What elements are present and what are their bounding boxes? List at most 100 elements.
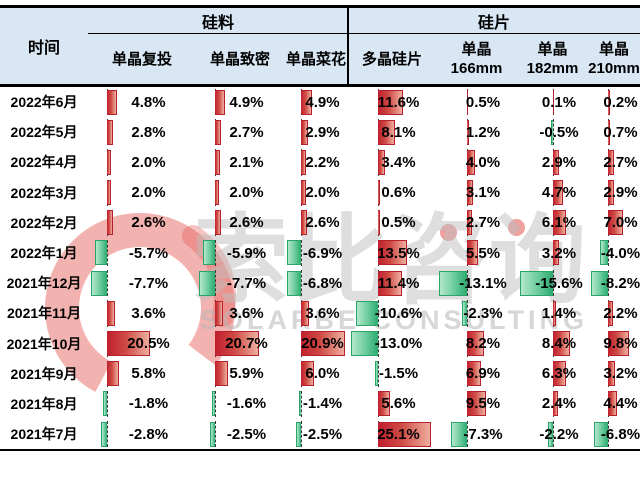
data-cell: 6.3%	[517, 359, 588, 389]
data-cell: 5.5%	[436, 238, 517, 268]
data-cell: -4.0%	[588, 238, 640, 268]
data-cell: 0.5%	[348, 208, 436, 238]
positive-bar	[215, 361, 228, 387]
cell-value: 8.1%	[381, 123, 416, 141]
cell-value: 5.8%	[131, 365, 166, 383]
cell-value: 0.5%	[465, 93, 501, 111]
positive-bar	[107, 149, 112, 175]
cell-value: 2.9%	[305, 123, 340, 141]
data-cell: 2.2%	[588, 298, 640, 328]
positive-bar	[466, 240, 479, 266]
data-cell: 4.0%	[436, 147, 517, 177]
positive-bar	[608, 180, 615, 206]
data-cell: -6.9%	[284, 238, 348, 268]
negative-bar	[591, 270, 609, 296]
cell-value: 2.8%	[131, 123, 166, 141]
positive-bar	[466, 391, 487, 417]
table-row: 2021年11月 3.6% 3.6% 3.6% -10.6% -2.3% 1.4% 2.2%	[0, 298, 640, 328]
positive-bar	[552, 331, 571, 356]
row-date-label: 2021年8月	[10, 395, 78, 412]
data-cell: 2.9%	[284, 117, 348, 147]
data-cell: 5.9%	[196, 359, 284, 389]
zero-axis-line	[215, 270, 217, 297]
cell-value: 2.7%	[465, 214, 501, 232]
data-cell: -13.1%	[436, 268, 517, 298]
data-cell: 2.6%	[284, 208, 348, 238]
positive-bar	[608, 89, 610, 115]
data-cell: -8.2%	[588, 268, 640, 298]
positive-bar	[215, 331, 259, 356]
zero-axis-line	[301, 421, 303, 448]
data-cell: 0.7%	[588, 117, 640, 147]
data-cell: 8.1%	[348, 117, 436, 147]
cell-value: -2.5%	[226, 425, 267, 443]
table-top-border	[0, 5, 640, 8]
zero-axis-line	[378, 300, 380, 327]
positive-bar	[552, 300, 556, 326]
cell-value: 2.6%	[131, 214, 166, 232]
negative-bar	[287, 270, 302, 296]
section-divider	[347, 8, 349, 84]
positive-bar	[552, 240, 560, 266]
cell-value: 5.9%	[229, 365, 264, 383]
data-cell: -5.7%	[88, 238, 196, 268]
data-cell: 5.6%	[348, 389, 436, 419]
column-header-line: 210mm	[588, 60, 640, 77]
zero-axis-line	[466, 300, 468, 327]
data-cell: -2.8%	[88, 419, 196, 449]
cell-value: -13.0%	[374, 335, 423, 353]
table-header: 时间 硅料 硅片 单晶复投 单晶致密 单晶菜花 多晶硅片 单晶 166mm 单晶 182mm 单…	[0, 8, 640, 84]
header-bottom-border	[0, 84, 640, 87]
cell-value: 3.2%	[603, 365, 638, 383]
column-header: 单晶 182mm	[517, 34, 588, 84]
cell-value: 2.2%	[305, 153, 340, 171]
cell-value: 3.2%	[541, 244, 577, 262]
negative-bar	[375, 361, 379, 387]
positive-bar	[552, 391, 558, 417]
cell-value: -1.6%	[226, 395, 267, 413]
table-row: 2021年9月 5.8% 5.9% 6.0% -1.5% 6.9% 6.3% 3.2%	[0, 359, 640, 389]
positive-bar	[301, 300, 310, 326]
data-cell: 2.7%	[436, 208, 517, 238]
cell-value: 11.6%	[377, 93, 420, 111]
column-header-line: 单晶	[537, 41, 568, 58]
data-cell: -7.7%	[88, 268, 196, 298]
data-cell: 2.0%	[88, 147, 196, 177]
negative-bar	[351, 331, 379, 356]
data-cell: 3.2%	[588, 359, 640, 389]
cell-value: -1.5%	[378, 365, 419, 383]
negative-bar	[451, 421, 467, 447]
cell-value: -6.8%	[302, 274, 343, 292]
data-cell: 2.0%	[284, 178, 348, 208]
cell-value: -2.5%	[302, 425, 343, 443]
positive-bar	[215, 300, 223, 326]
table-row: 2022年1月 -5.7% -5.9% -6.9% 13.5% 5.5% 3.2% -4.0%	[0, 238, 640, 268]
data-cell: 4.9%	[284, 87, 348, 117]
cell-value: 1.2%	[465, 123, 501, 141]
data-cell: 3.6%	[284, 298, 348, 328]
data-cell: 2.6%	[88, 208, 196, 238]
data-cell: 2.6%	[196, 208, 284, 238]
cell-value: -4.0%	[600, 244, 640, 262]
data-cell: 2.7%	[196, 117, 284, 147]
positive-bar	[552, 361, 566, 387]
cell-value: 13.5%	[377, 244, 420, 262]
data-cell: -2.5%	[196, 419, 284, 449]
table-body: 2022年6月 4.8% 4.9% 4.9% 11.6% 0.5% 0.1% 0.2% 2022…	[0, 87, 640, 449]
data-cell: 11.6%	[348, 87, 436, 117]
zero-axis-line	[552, 421, 554, 448]
positive-bar	[215, 89, 226, 115]
negative-bar	[439, 270, 467, 296]
cell-value: 9.8%	[603, 335, 638, 353]
cell-value: 4.8%	[131, 93, 166, 111]
cell-value: -2.8%	[128, 425, 169, 443]
data-cell: 8.2%	[436, 329, 517, 359]
data-cell: 2.0%	[196, 178, 284, 208]
data-cell: 25.1%	[348, 419, 436, 449]
data-cell: 20.9%	[284, 329, 348, 359]
zero-axis-line	[301, 390, 303, 418]
data-cell: 2.9%	[588, 178, 640, 208]
positive-bar	[301, 361, 315, 387]
positive-bar	[466, 119, 470, 145]
cell-value: 20.7%	[225, 335, 268, 353]
